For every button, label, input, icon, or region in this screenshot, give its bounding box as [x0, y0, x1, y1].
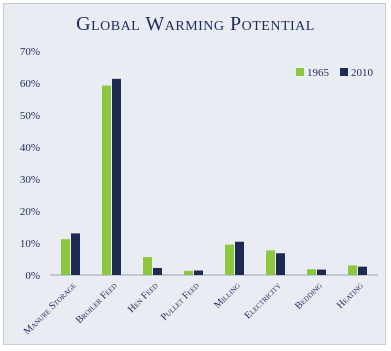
bar-1965	[143, 257, 152, 275]
bar-1965	[225, 244, 234, 275]
chart-title: Global Warming Potential	[76, 13, 315, 35]
x-tick-label: Bedding	[293, 280, 324, 311]
bar-1965	[184, 270, 193, 275]
legend-label-1965: 1965	[307, 67, 330, 79]
x-tick-label: Hen Feed	[126, 280, 161, 315]
x-tick-label: Electricity	[243, 280, 284, 321]
bar-2010	[153, 267, 162, 275]
legend-swatch-1965	[296, 68, 304, 76]
y-tick-label: 60%	[20, 78, 40, 90]
legend-label-2010: 2010	[351, 67, 374, 79]
y-tick-label: 70%	[20, 46, 40, 58]
y-tick-label: 40%	[20, 142, 40, 154]
chart-frame	[3, 3, 386, 345]
bar-1965	[348, 265, 357, 275]
bar-2010	[71, 233, 80, 275]
x-tick-label: Milling	[212, 280, 243, 311]
x-tick-label: Heating	[335, 280, 366, 311]
y-tick-label: 50%	[20, 110, 40, 122]
bar-1965	[266, 250, 275, 275]
bar-2010	[358, 266, 367, 275]
y-tick-label: 0%	[25, 270, 40, 282]
bar-1965	[61, 239, 70, 275]
bar-2010	[235, 241, 244, 275]
y-tick-label: 30%	[20, 174, 40, 186]
y-tick-label: 10%	[20, 238, 40, 250]
bar-1965	[307, 269, 316, 275]
x-tick-label: Pullet Feed	[159, 280, 202, 323]
bar-2010	[317, 269, 326, 275]
bar-2010	[112, 78, 121, 275]
bar-2010	[194, 270, 203, 275]
x-tick-label: Manure Storage	[22, 280, 79, 337]
legend-swatch-2010	[340, 68, 348, 76]
y-tick-label: 20%	[20, 206, 40, 218]
bar-1965	[102, 85, 111, 275]
x-tick-label: Broiler Feed	[74, 280, 120, 326]
bar-2010	[276, 253, 285, 275]
